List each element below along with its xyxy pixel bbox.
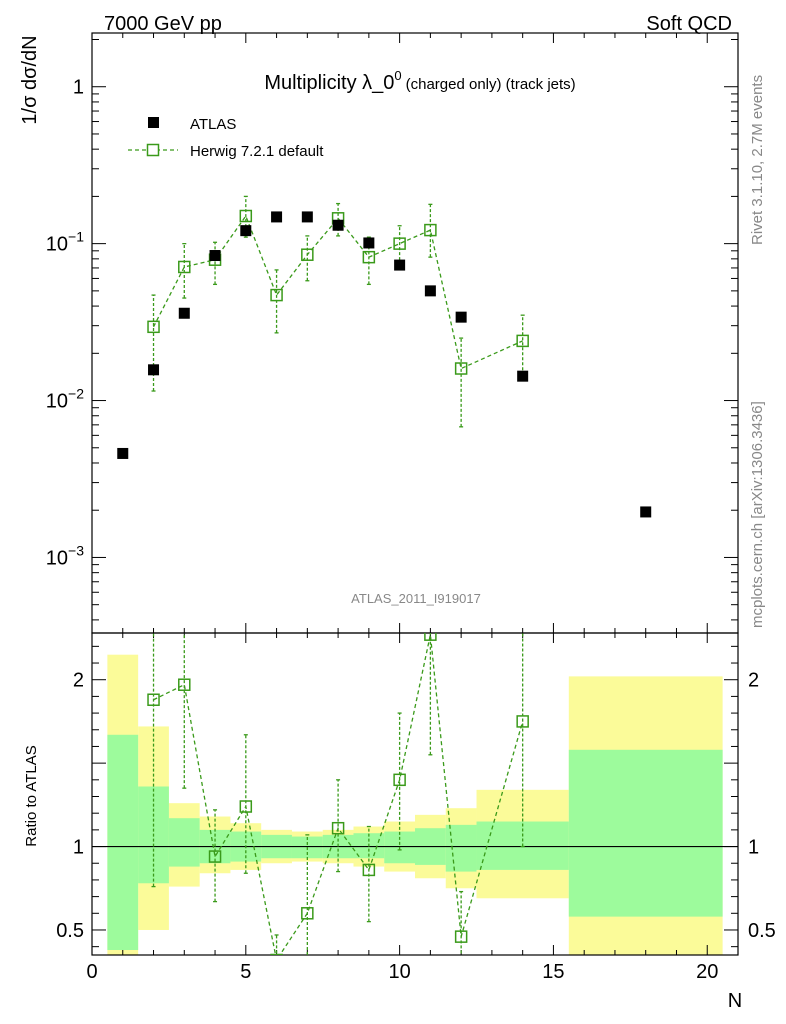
herwig-point (301, 248, 314, 261)
herwig-ratio-point (516, 715, 529, 728)
ratio-y-tick-label-left: 0.5 (56, 920, 84, 942)
legend-herwig-label: Herwig 7.2.1 default (190, 143, 324, 160)
herwig-point (239, 209, 253, 223)
herwig-series-ratio (147, 633, 529, 955)
y-tick-label: 10−1 (46, 229, 84, 256)
band-inner-2 (168, 818, 200, 867)
herwig-ratio-point (362, 863, 376, 877)
y-ticks-ratio: 0.5 0.5 1 1 2 2 (56, 645, 776, 948)
herwig-line (152, 214, 523, 370)
atlas-point (117, 447, 129, 459)
atlas-point (640, 506, 652, 518)
ratio-bands (107, 654, 723, 955)
herwig-point (454, 362, 468, 375)
herwig-ratio-point (270, 953, 283, 955)
atlas-point (148, 364, 160, 376)
herwig-ratio-point (178, 678, 191, 691)
x-ticks: 0 5 10 15 20 (86, 33, 739, 983)
header-right: Soft QCD (646, 13, 732, 35)
x-tick-label: 0 (86, 961, 97, 983)
ratio-y-tick-label-right: 2 (748, 670, 759, 692)
herwig-ratio-point (239, 800, 253, 813)
atlas-point (455, 311, 467, 323)
herwig-ratio-point (301, 907, 314, 920)
rivet-label: Rivet 3.1.10, 2.7M events (749, 75, 766, 245)
ratio-y-tick-label-left: 1 (73, 837, 84, 859)
ratio-y-tick-label-left: 2 (73, 670, 84, 692)
herwig-point (362, 250, 376, 264)
ratio-y-tick-label-right: 0.5 (748, 920, 776, 942)
herwig-ratio-line (153, 634, 524, 955)
x-axis-label: N (728, 990, 742, 1012)
legend-herwig-marker (146, 143, 160, 157)
band-inner-0 (107, 734, 139, 950)
atlas-point (363, 237, 375, 249)
atlas-point (271, 211, 283, 223)
main-title: Multiplicity λ_00(charged only) (track j… (264, 68, 575, 94)
ratio-y-axis-label: Ratio to ATLAS (23, 745, 40, 846)
main-plot-frame (91, 32, 739, 634)
ratio-y-tick-label-right: 1 (748, 837, 759, 859)
herwig-point (393, 237, 406, 250)
herwig-ratio-point (424, 633, 437, 641)
x-tick-label: 10 (388, 961, 410, 983)
ratio-plot-frame (91, 632, 739, 956)
atlas-point (394, 259, 406, 271)
herwig-ratio-point (208, 850, 222, 863)
atlas-point (178, 307, 190, 319)
atlas-point (517, 370, 529, 382)
atlas-point (424, 285, 436, 297)
y-tick-label: 10−3 (46, 542, 84, 569)
legend-atlas-label: ATLAS (190, 116, 236, 133)
atlas-point (209, 250, 221, 262)
band-inner-13 (568, 749, 723, 917)
x-tick-label: 20 (696, 961, 718, 983)
atlas-point (301, 211, 313, 223)
herwig-ratio-point (147, 693, 160, 706)
herwig-point (147, 320, 160, 334)
herwig-ratio-point (454, 930, 468, 943)
y-tick-label: 10−2 (46, 386, 84, 413)
y-axis-label: 1/σ dσ/dN (19, 35, 41, 124)
atlas-point (240, 225, 252, 237)
herwig-ratio-point (393, 773, 406, 787)
analysis-watermark: ATLAS_2011_I919017 (351, 591, 481, 606)
x-tick-label: 5 (240, 961, 251, 983)
atlas-point (332, 219, 344, 231)
x-tick-label: 15 (542, 961, 564, 983)
y-ticks-main: 1 10−1 10−2 10−3 (46, 38, 738, 621)
atlas-series-main (117, 211, 652, 518)
herwig-point (424, 223, 437, 237)
herwig-point (178, 260, 191, 274)
y-tick-label: 1 (73, 77, 84, 99)
plot-layers: 0 5 10 15 20 1 10−1 10−2 10−3 0.5 0.5 1 1 2 2 (46, 32, 776, 983)
header-left: 7000 GeV pp (104, 13, 222, 35)
legend-atlas-marker (148, 117, 159, 128)
herwig-series-main (147, 195, 529, 428)
legend: ATLAS Herwig 7.2.1 default (128, 116, 324, 160)
herwig-ratio-point (331, 821, 345, 835)
herwig-point (270, 288, 283, 302)
mcplots-label: mcplots.cern.ch [arXiv:1306.3436] (749, 401, 766, 628)
herwig-point (516, 334, 529, 348)
